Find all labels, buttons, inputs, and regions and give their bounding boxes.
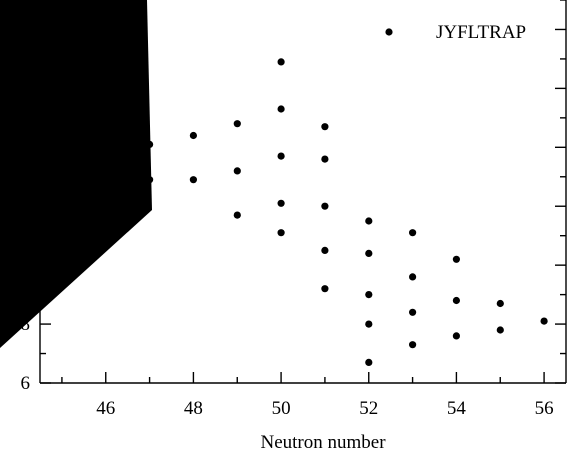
data-point-13 (321, 155, 329, 163)
data-point-3 (189, 176, 197, 184)
axes: 46 48 50 52 54 56 6 8 (21, 0, 567, 419)
data-points (146, 58, 548, 366)
black-occluding-shape (0, 0, 152, 348)
data-point-25 (409, 341, 417, 349)
legend-label-jyfltrap: JYFLTRAP (436, 22, 526, 43)
data-point-15 (321, 246, 329, 254)
x-axis-title: Neutron number (260, 432, 386, 453)
data-point-30 (496, 326, 504, 334)
data-point-14 (321, 202, 329, 210)
data-point-8 (277, 105, 285, 113)
data-point-18 (365, 249, 373, 257)
data-point-11 (277, 229, 285, 237)
legend-marker (385, 28, 393, 36)
x-tick-label-52: 52 (359, 398, 378, 419)
data-point-9 (277, 152, 285, 160)
data-point-27 (452, 296, 460, 305)
data-point-31 (540, 317, 548, 325)
data-point-26 (452, 255, 460, 263)
data-point-6 (233, 211, 241, 219)
data-point-12 (321, 123, 329, 131)
data-point-10 (277, 199, 285, 207)
x-tick-label-50: 50 (272, 398, 291, 419)
data-point-2 (189, 131, 197, 140)
y-tick-label-6: 6 (21, 373, 31, 394)
data-point-21 (365, 358, 373, 366)
x-tick-label-56: 56 (535, 398, 554, 419)
data-point-22 (409, 229, 417, 237)
data-point-24 (409, 308, 417, 316)
x-tick-label-54: 54 (447, 398, 467, 419)
data-point-29 (496, 299, 504, 308)
x-tick-label-48: 48 (184, 398, 203, 419)
legend: JYFLTRAP (385, 22, 526, 43)
data-point-28 (452, 332, 460, 340)
data-point-17 (365, 217, 373, 225)
data-point-19 (365, 291, 373, 299)
data-point-20 (365, 320, 373, 328)
y-tick-label-8: 8 (21, 314, 31, 335)
x-tick-label-46: 46 (96, 398, 115, 419)
data-point-5 (233, 167, 241, 175)
data-point-7 (277, 58, 285, 66)
data-point-16 (321, 285, 329, 293)
data-point-23 (409, 273, 417, 281)
data-point-4 (233, 120, 241, 128)
